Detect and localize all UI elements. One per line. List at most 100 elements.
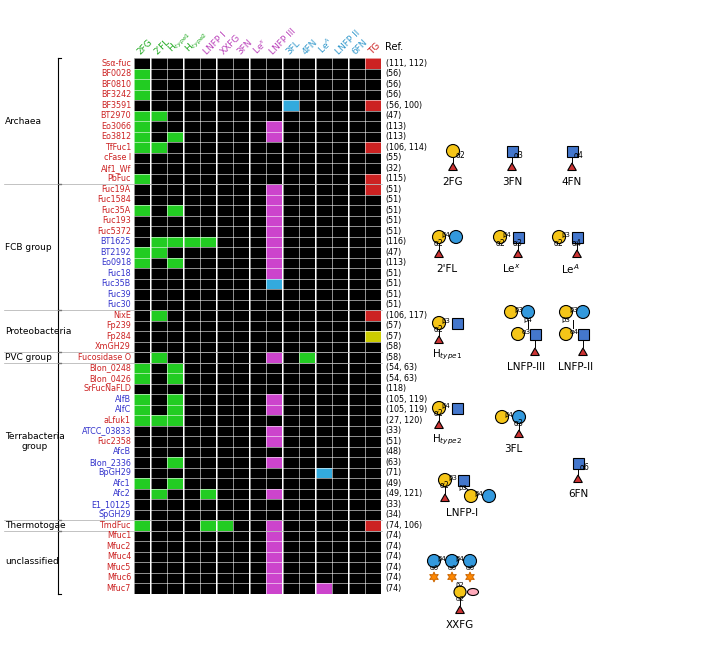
Text: Afc2: Afc2 xyxy=(113,489,131,498)
Bar xyxy=(365,478,381,488)
Bar xyxy=(167,143,183,152)
Bar xyxy=(217,58,233,69)
Text: (63): (63) xyxy=(385,458,402,467)
Bar xyxy=(365,132,381,142)
Bar xyxy=(282,69,299,79)
Bar xyxy=(233,237,249,247)
Bar xyxy=(150,436,166,447)
Bar xyxy=(282,415,299,426)
Bar xyxy=(233,132,249,142)
Bar xyxy=(184,415,199,426)
Bar xyxy=(134,426,150,436)
Bar xyxy=(134,289,150,300)
Bar xyxy=(217,415,233,426)
Bar xyxy=(365,279,381,289)
Bar xyxy=(150,510,166,520)
Bar xyxy=(250,552,266,562)
Bar xyxy=(134,164,150,174)
Bar xyxy=(167,552,183,562)
Text: (51): (51) xyxy=(385,290,402,299)
Bar xyxy=(167,269,183,279)
Bar xyxy=(567,145,577,156)
Bar xyxy=(250,457,266,467)
Text: Mfuc4: Mfuc4 xyxy=(107,552,131,561)
Text: α2: α2 xyxy=(434,409,444,418)
Text: Fuc39: Fuc39 xyxy=(107,290,131,299)
Bar xyxy=(315,79,332,90)
Bar xyxy=(332,310,348,321)
Text: α2: α2 xyxy=(434,325,444,333)
Bar xyxy=(134,510,150,520)
Bar xyxy=(332,489,348,499)
Bar xyxy=(348,69,364,79)
Bar xyxy=(266,69,282,79)
Bar xyxy=(348,289,364,300)
Bar xyxy=(348,58,364,69)
Bar xyxy=(233,289,249,300)
Bar xyxy=(184,331,199,341)
Bar xyxy=(233,342,249,352)
Bar xyxy=(315,310,332,321)
Bar xyxy=(529,329,541,339)
Text: Mfuc2: Mfuc2 xyxy=(107,542,131,550)
Text: α4: α4 xyxy=(574,150,584,160)
Bar xyxy=(233,384,249,394)
Bar xyxy=(266,426,282,436)
Text: α4: α4 xyxy=(570,329,578,335)
Bar xyxy=(299,143,315,152)
Bar xyxy=(266,184,282,195)
Bar xyxy=(266,279,282,289)
Bar xyxy=(266,174,282,184)
Bar xyxy=(315,331,332,341)
Bar xyxy=(266,520,282,531)
Bar xyxy=(200,216,216,226)
Bar xyxy=(348,489,364,499)
Bar xyxy=(365,489,381,499)
Bar xyxy=(184,552,199,562)
Bar xyxy=(299,331,315,341)
Bar xyxy=(217,531,233,541)
Bar xyxy=(134,310,150,321)
Bar xyxy=(184,289,199,300)
Bar xyxy=(200,541,216,552)
Bar xyxy=(184,90,199,100)
Bar xyxy=(233,226,249,236)
Bar xyxy=(134,237,150,247)
Text: Fuc1584: Fuc1584 xyxy=(97,195,131,204)
Text: Fuc35A: Fuc35A xyxy=(102,206,131,214)
Bar xyxy=(332,478,348,488)
Bar xyxy=(134,269,150,279)
Bar xyxy=(348,573,364,583)
Bar xyxy=(233,279,249,289)
Bar xyxy=(134,395,150,405)
Circle shape xyxy=(552,230,565,244)
Bar xyxy=(250,352,266,362)
Text: H$_{type1}$: H$_{type1}$ xyxy=(432,348,462,362)
Bar xyxy=(184,153,199,163)
Bar xyxy=(315,447,332,457)
Bar xyxy=(150,310,166,321)
Text: E1_10125: E1_10125 xyxy=(91,500,131,509)
Bar xyxy=(299,184,315,195)
Bar xyxy=(250,58,266,69)
Bar xyxy=(233,58,249,69)
Bar xyxy=(150,226,166,236)
Text: XXFG: XXFG xyxy=(218,32,242,56)
Bar xyxy=(134,111,150,121)
Bar xyxy=(282,395,299,405)
Bar xyxy=(315,541,332,552)
Text: (74, 106): (74, 106) xyxy=(385,521,422,530)
Bar xyxy=(250,79,266,90)
Bar xyxy=(282,237,299,247)
Bar xyxy=(332,143,348,152)
Bar xyxy=(134,216,150,226)
Bar xyxy=(184,143,199,152)
Text: (51): (51) xyxy=(385,269,402,278)
Bar xyxy=(365,415,381,426)
Bar xyxy=(348,216,364,226)
Bar xyxy=(365,237,381,247)
Polygon shape xyxy=(430,572,438,582)
Bar xyxy=(348,331,364,341)
Bar xyxy=(134,447,150,457)
Bar xyxy=(233,552,249,562)
